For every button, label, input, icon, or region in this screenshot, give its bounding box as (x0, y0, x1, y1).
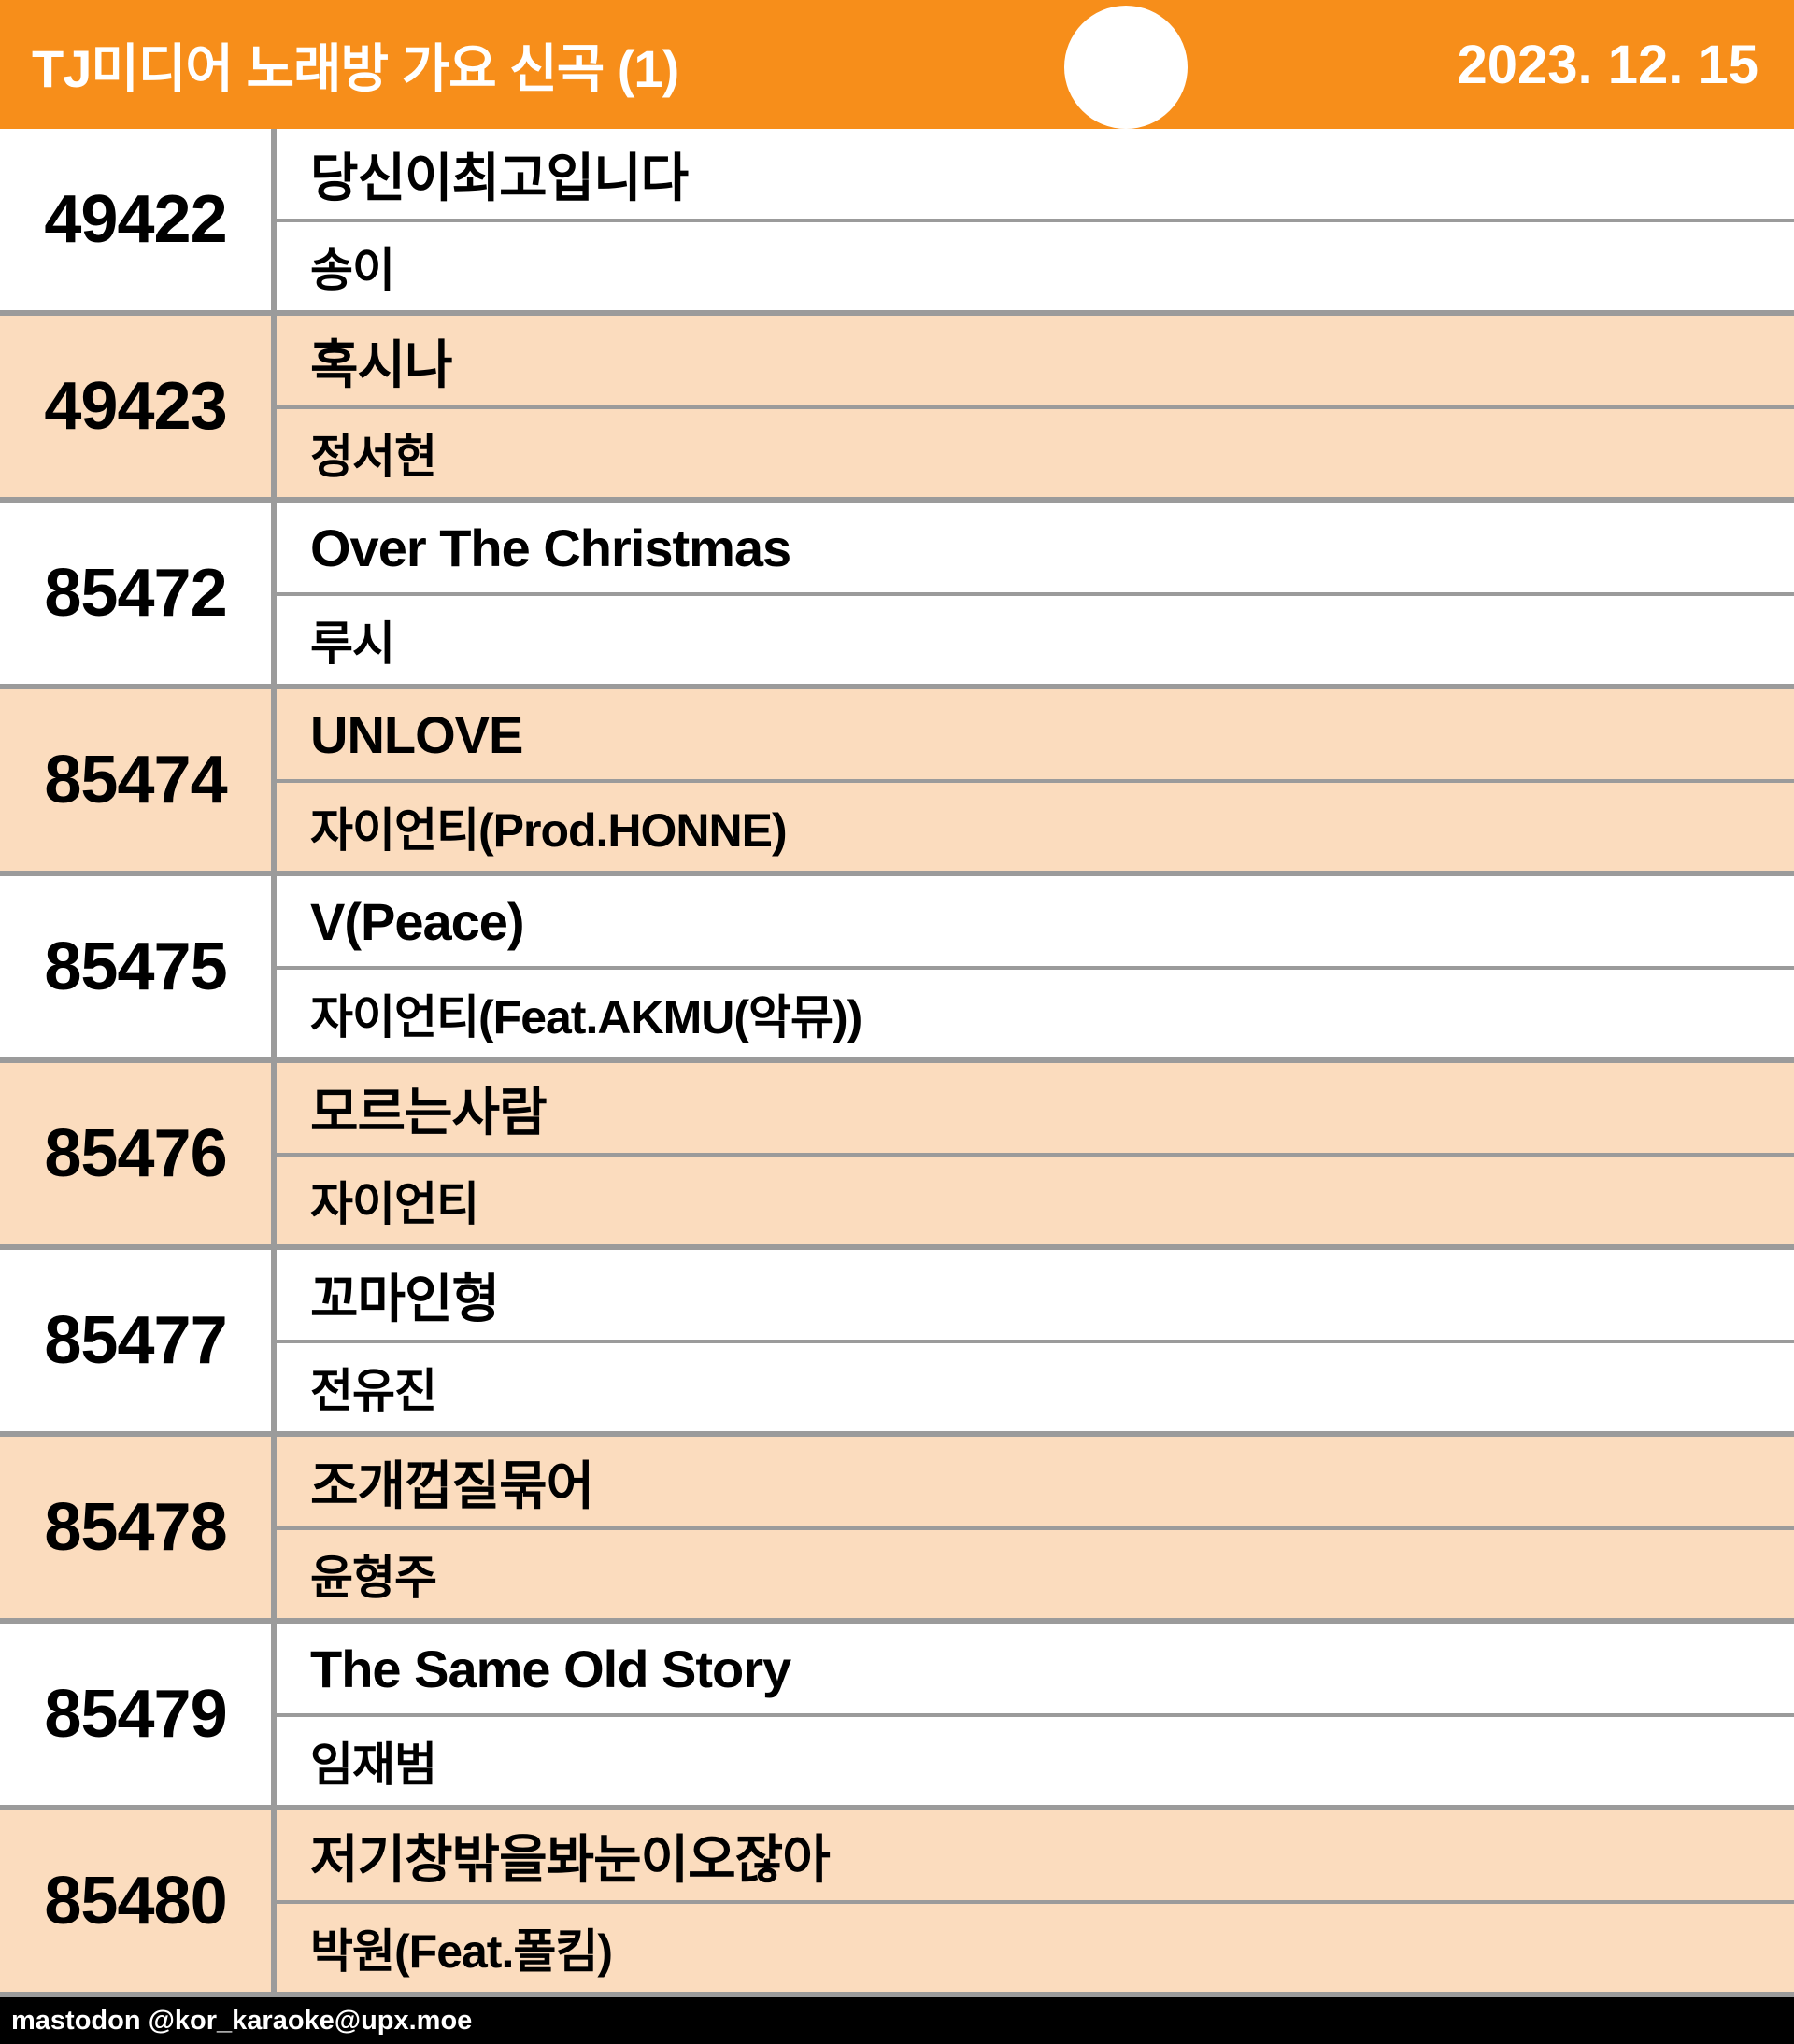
song-title: 꼬마인형 (277, 1250, 1794, 1343)
song-text-cell: UNLOVE 자이언티(Prod.HONNE) (277, 689, 1794, 871)
song-title: 조개껍질묶어 (277, 1437, 1794, 1530)
song-number: 85479 (0, 1624, 277, 1805)
table-row: 85475 V(Peace) 자이언티(Feat.AKMU(악뮤)) (0, 876, 1794, 1063)
footer-text: mastodon @kor_karaoke@upx.moe (11, 2005, 473, 2036)
song-table: 49422 당신이최고입니다 송이 49423 혹시나 정서현 85472 Ov… (0, 129, 1794, 1997)
song-number: 49422 (0, 129, 277, 310)
song-text-cell: 조개껍질묶어 윤형주 (277, 1437, 1794, 1618)
table-row: 85478 조개껍질묶어 윤형주 (0, 1437, 1794, 1624)
table-row: 49423 혹시나 정서현 (0, 316, 1794, 503)
header-date: 2023. 12. 15 (1457, 34, 1758, 95)
table-row: 49422 당신이최고입니다 송이 (0, 129, 1794, 316)
song-title: The Same Old Story (277, 1624, 1794, 1717)
song-text-cell: 모르는사람 자이언티 (277, 1063, 1794, 1244)
song-artist: 자이언티(Prod.HONNE) (310, 804, 788, 857)
song-title: V(Peace) (277, 876, 1794, 970)
song-title: 저기창밖을봐눈이오잖아 (277, 1810, 1794, 1904)
song-number: 85475 (0, 876, 277, 1057)
song-number: 85477 (0, 1250, 277, 1431)
song-artist: 자이언티 (310, 1178, 479, 1230)
song-number: 85478 (0, 1437, 277, 1618)
header-bar: TJ미디어 노래방 가요 신곡 (1) 2023. 12. 15 (0, 0, 1794, 129)
song-number: 85472 (0, 503, 277, 684)
song-artist: 루시 (310, 617, 395, 670)
page-title: TJ미디어 노래방 가요 신곡 (1) (32, 38, 679, 98)
song-artist: 정서현 (310, 431, 437, 483)
table-row: 85472 Over The Christmas 루시 (0, 503, 1794, 689)
song-title: 모르는사람 (277, 1063, 1794, 1157)
logo-circle-icon (1064, 6, 1188, 129)
song-number: 85480 (0, 1810, 277, 1992)
song-text-cell: Over The Christmas 루시 (277, 503, 1794, 684)
table-row: 85477 꼬마인형 전유진 (0, 1250, 1794, 1437)
song-title: UNLOVE (277, 689, 1794, 783)
table-row: 85476 모르는사람 자이언티 (0, 1063, 1794, 1250)
song-number: 49423 (0, 316, 277, 497)
song-artist: 전유진 (310, 1365, 437, 1417)
song-artist: 송이 (310, 244, 395, 296)
song-title: Over The Christmas (277, 503, 1794, 596)
song-artist: 박원(Feat.폴킴) (310, 1925, 613, 1978)
song-text-cell: 당신이최고입니다 송이 (277, 129, 1794, 310)
song-text-cell: 저기창밖을봐눈이오잖아 박원(Feat.폴킴) (277, 1810, 1794, 1992)
song-artist: 자이언티(Feat.AKMU(악뮤)) (310, 991, 862, 1043)
footer-bar: mastodon @kor_karaoke@upx.moe (0, 1997, 1794, 2044)
song-title: 당신이최고입니다 (277, 129, 1794, 222)
table-row: 85479 The Same Old Story 임재범 (0, 1624, 1794, 1810)
song-text-cell: The Same Old Story 임재범 (277, 1624, 1794, 1805)
song-text-cell: 꼬마인형 전유진 (277, 1250, 1794, 1431)
song-text-cell: 혹시나 정서현 (277, 316, 1794, 497)
song-number: 85476 (0, 1063, 277, 1244)
song-artist: 임재범 (310, 1739, 437, 1791)
table-row: 85474 UNLOVE 자이언티(Prod.HONNE) (0, 689, 1794, 876)
song-artist: 윤형주 (310, 1552, 437, 1604)
table-row: 85480 저기창밖을봐눈이오잖아 박원(Feat.폴킴) (0, 1810, 1794, 1997)
song-number: 85474 (0, 689, 277, 871)
song-text-cell: V(Peace) 자이언티(Feat.AKMU(악뮤)) (277, 876, 1794, 1057)
song-title: 혹시나 (277, 316, 1794, 409)
